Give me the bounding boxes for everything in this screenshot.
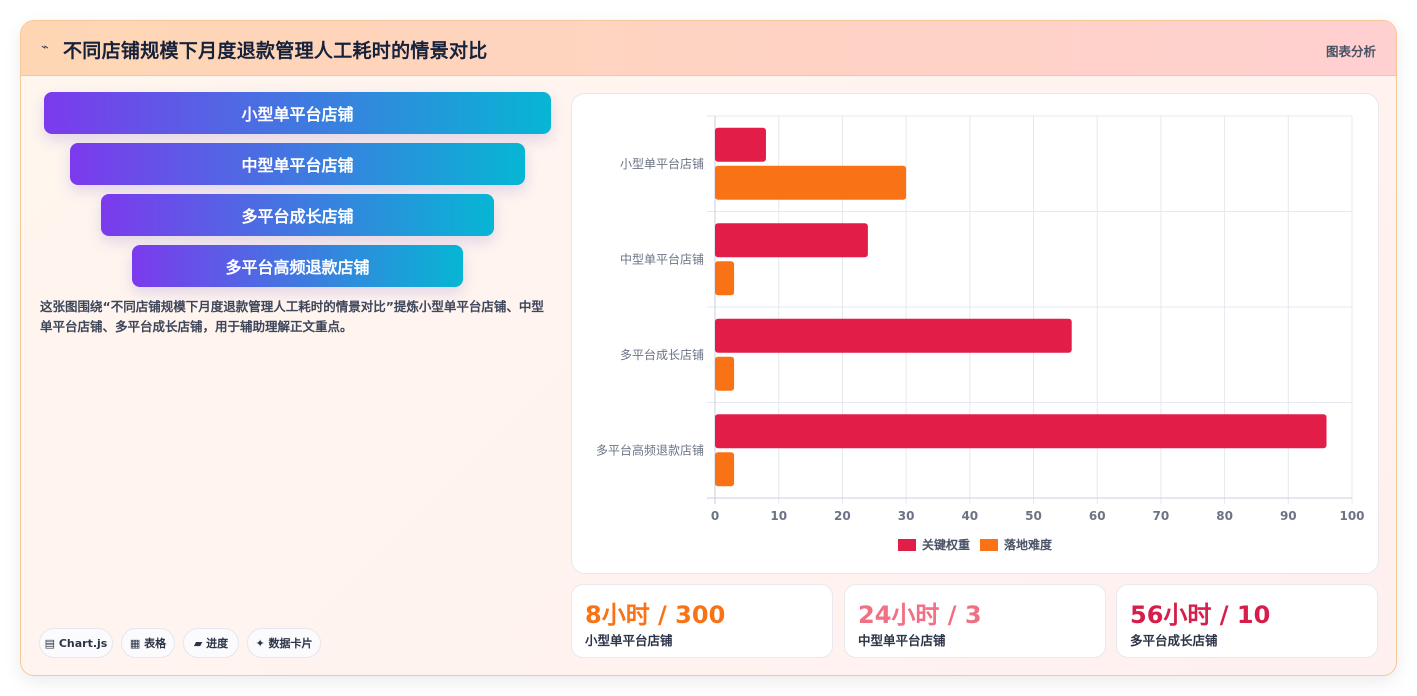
stat-label: 小型单平台店铺: [585, 633, 673, 648]
funnel-step-medium-single: 中型单平台店铺: [70, 143, 525, 185]
stat-label: 多平台成长店铺: [1130, 633, 1218, 648]
bar-difficulty: [715, 261, 735, 296]
bar-difficulty: [715, 356, 735, 391]
chip-data-card[interactable]: ✦ 数据卡片: [247, 628, 321, 658]
x-tick-label: 20: [834, 509, 851, 523]
x-tick-label: 90: [1280, 509, 1297, 523]
stat-value: 56小时 / 10: [1130, 601, 1271, 629]
x-tick-label: 10: [770, 509, 787, 523]
y-tick-label: 多平台成长店铺: [620, 347, 704, 362]
chart-card: ⌁ 不同店铺规模下月度退款管理人工耗时的情景对比 图表分析 小型单平台店铺 中型…: [20, 20, 1397, 676]
bar-chart-panel: 0 10 20 30 40 50 60 70 80 90 100 小型单平台店铺 中型单平台店铺 多平台成…: [571, 93, 1379, 574]
funnel-step-multi-growth: 多平台成长店铺: [101, 194, 494, 236]
bar-chart: 0 10 20 30 40 50 60 70 80 90 100 小型单平台店铺中型单平台店铺多平台成…: [596, 115, 1365, 552]
bar-weight: [715, 414, 1327, 449]
x-tick-label: 60: [1089, 509, 1106, 523]
legend-swatch: [898, 539, 916, 551]
chart-description: 这张图围绕“不同店铺规模下月度退款管理人工耗时的情景对比”提炼小型单平台店铺、中…: [40, 299, 544, 334]
x-tick-label: 80: [1216, 509, 1233, 523]
y-tick-label: 多平台高频退款店铺: [596, 442, 704, 457]
chip-progress[interactable]: ▰ 进度: [183, 628, 239, 658]
x-tick-label: 40: [961, 509, 978, 523]
stat-value: 24小时 / 3: [858, 601, 982, 629]
y-tick-label: 中型单平台店铺: [620, 251, 704, 266]
card-header: ⌁ 不同店铺规模下月度退款管理人工耗时的情景对比 图表分析: [21, 21, 1396, 76]
legend-label: 关键权重: [922, 537, 970, 552]
stat-card-medium-single: 24小时 / 3 中型单平台店铺: [844, 584, 1106, 658]
bar-difficulty: [715, 165, 907, 200]
bar-weight: [715, 318, 1072, 353]
legend-label: 落地难度: [1004, 537, 1053, 552]
x-tick-label: 70: [1153, 509, 1170, 523]
x-tick-label: 30: [898, 509, 915, 523]
x-tick-label: 50: [1025, 509, 1042, 523]
x-tick-label: 0: [711, 509, 719, 523]
page-title: 不同店铺规模下月度退款管理人工耗时的情景对比: [63, 40, 488, 62]
funnel-step-small-single: 小型单平台店铺: [44, 92, 551, 134]
stat-card-multi-growth: 56小时 / 10 多平台成长店铺: [1116, 584, 1378, 658]
bar-weight: [715, 223, 868, 258]
chip-table[interactable]: ▦ 表格: [121, 628, 175, 658]
bar-difficulty: [715, 452, 735, 487]
stat-card-small-single: 8小时 / 300 小型单平台店铺: [571, 584, 833, 658]
chart-analysis-tag: 图表分析: [1325, 44, 1376, 59]
stat-label: 中型单平台店铺: [858, 633, 946, 648]
funnel-step-multi-high-refund: 多平台高频退款店铺: [132, 245, 463, 287]
bar-weight: [715, 127, 766, 162]
y-tick-label: 小型单平台店铺: [620, 156, 704, 171]
chip-chartjs[interactable]: ▤ Chart.js: [39, 628, 113, 658]
x-tick-label: 100: [1339, 509, 1364, 523]
lightning-icon: ⌁: [41, 40, 49, 55]
stat-value: 8小时 / 300: [585, 601, 726, 629]
legend-swatch: [980, 539, 998, 551]
